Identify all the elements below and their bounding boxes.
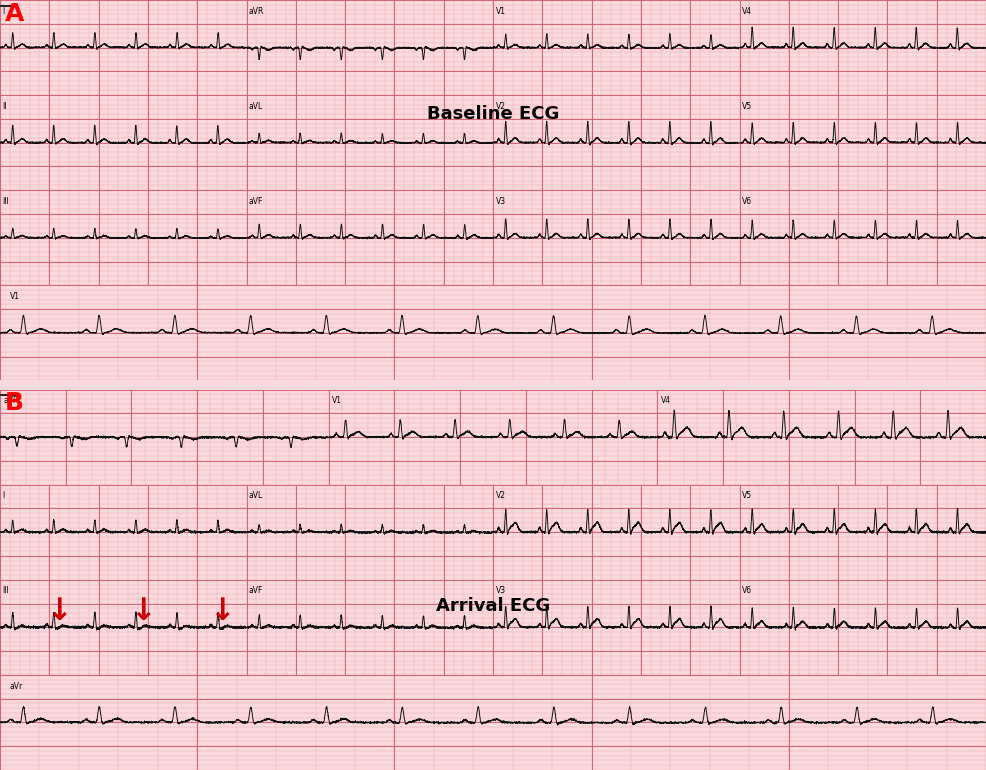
Text: aVF: aVF	[248, 587, 263, 595]
Text: I: I	[2, 7, 5, 15]
Text: V4: V4	[661, 397, 670, 405]
Text: ↓: ↓	[130, 597, 156, 626]
Text: Arrival ECG: Arrival ECG	[436, 598, 550, 615]
Text: ↓: ↓	[46, 597, 72, 626]
Text: aVL: aVL	[248, 491, 263, 500]
Text: V6: V6	[742, 587, 752, 595]
Text: V5: V5	[742, 102, 752, 111]
Text: B: B	[5, 391, 24, 415]
Text: V3: V3	[495, 587, 506, 595]
Text: I: I	[2, 491, 5, 500]
Text: A: A	[5, 2, 25, 25]
Text: aVr: aVr	[10, 681, 23, 691]
Text: V2: V2	[495, 491, 506, 500]
Text: III: III	[2, 587, 9, 595]
Text: ↓: ↓	[209, 597, 235, 626]
Text: V5: V5	[742, 491, 752, 500]
Text: V3: V3	[495, 197, 506, 206]
Text: III: III	[2, 197, 9, 206]
Text: V2: V2	[495, 102, 506, 111]
Text: Baseline ECG: Baseline ECG	[427, 105, 559, 123]
Text: V6: V6	[742, 197, 752, 206]
Text: V1: V1	[10, 292, 20, 301]
Text: V1: V1	[332, 397, 342, 405]
Text: V4: V4	[742, 7, 752, 15]
Text: aVR: aVR	[3, 397, 19, 405]
Text: II: II	[2, 102, 7, 111]
Text: aVF: aVF	[248, 197, 263, 206]
Text: aVR: aVR	[248, 7, 264, 15]
Text: aVL: aVL	[248, 102, 263, 111]
Text: V1: V1	[495, 7, 506, 15]
